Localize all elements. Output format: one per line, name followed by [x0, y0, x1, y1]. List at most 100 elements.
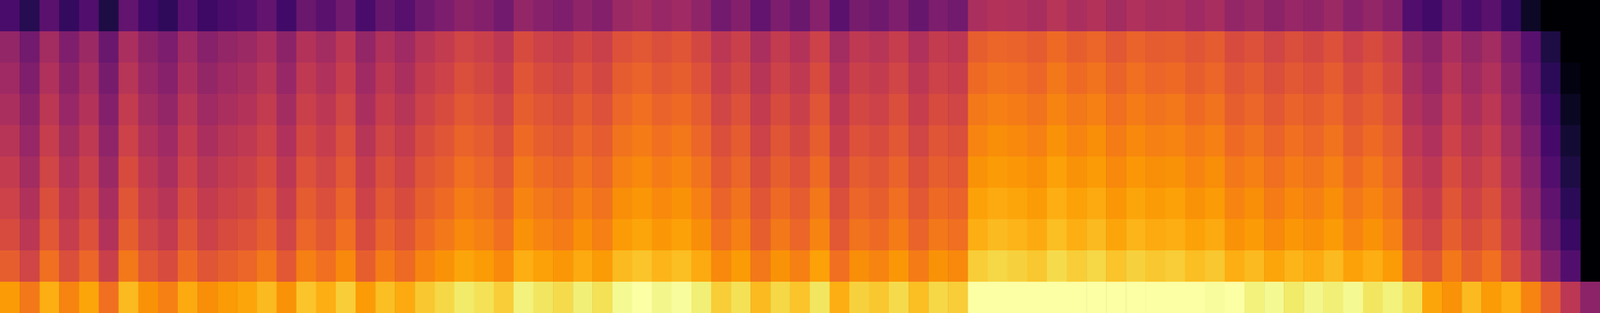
heatmap-cell: [217, 281, 238, 313]
heatmap-cell: [553, 219, 574, 252]
heatmap-cell: [947, 281, 969, 313]
heatmap-cell: [789, 125, 811, 158]
heatmap-cell: [236, 250, 258, 283]
heatmap-cell: [730, 281, 752, 313]
heatmap-cell: [493, 156, 515, 189]
heatmap-cell: [414, 62, 435, 95]
heatmap-cell: [652, 281, 673, 313]
heatmap-cell: [256, 93, 277, 127]
heatmap-cell: [1560, 0, 1582, 33]
heatmap-cell: [394, 93, 416, 127]
heatmap-cell: [1500, 0, 1522, 33]
heatmap-cell: [967, 281, 988, 313]
heatmap-cell: [928, 0, 949, 33]
heatmap-cell: [355, 281, 376, 313]
heatmap-cell: [454, 125, 476, 158]
heatmap-cell: [849, 62, 870, 95]
heatmap-cell: [1422, 31, 1443, 64]
heatmap-cell: [869, 125, 890, 158]
heatmap-cell: [1165, 281, 1187, 313]
heatmap-cell: [1580, 281, 1600, 313]
heatmap-cell: [99, 156, 120, 189]
heatmap-cell: [1066, 93, 1088, 127]
heatmap-cell: [1461, 93, 1482, 127]
heatmap-cell: [750, 125, 771, 158]
heatmap-cell: [217, 0, 238, 33]
heatmap-cell: [493, 62, 515, 95]
heatmap-cell: [1046, 281, 1068, 313]
heatmap-cell: [1422, 250, 1443, 283]
heatmap-cell: [1540, 125, 1562, 158]
heatmap-cell: [316, 219, 337, 252]
heatmap-cell: [632, 250, 653, 283]
heatmap-cell: [1106, 31, 1127, 64]
heatmap-cell: [789, 62, 811, 95]
heatmap-cell: [810, 219, 831, 252]
heatmap-cell: [493, 219, 515, 252]
heatmap-cell: [1066, 219, 1088, 252]
heatmap-cell: [1165, 187, 1187, 221]
heatmap-cell: [493, 250, 515, 283]
heatmap-cell: [118, 281, 140, 313]
heatmap-cell: [138, 0, 159, 33]
heatmap-cell: [0, 31, 21, 64]
heatmap-cell: [967, 31, 988, 64]
heatmap-cell: [0, 93, 21, 127]
heatmap-cell: [375, 125, 396, 158]
heatmap-cell: [1343, 219, 1364, 252]
heatmap-cell: [335, 219, 357, 252]
heatmap-cell: [1382, 125, 1404, 158]
heatmap-cell: [1540, 0, 1562, 33]
heatmap-cell: [888, 93, 910, 127]
heatmap-cell: [1046, 250, 1068, 283]
heatmap-cell: [513, 250, 535, 283]
heatmap-cell: [711, 93, 732, 127]
heatmap-cell: [454, 281, 476, 313]
heatmap-cell: [652, 0, 673, 33]
heatmap-cell: [1481, 62, 1502, 95]
heatmap-cell: [553, 62, 574, 95]
heatmap-cell: [1066, 281, 1088, 313]
heatmap-cell: [533, 0, 554, 33]
heatmap-cell: [1205, 0, 1226, 33]
heatmap-cell: [849, 281, 870, 313]
heatmap-cell: [711, 125, 732, 158]
heatmap-cell: [810, 281, 831, 313]
heatmap-cell: [1066, 250, 1088, 283]
heatmap-cell: [1125, 31, 1147, 64]
heatmap-cell: [1027, 219, 1048, 252]
heatmap-cell: [513, 93, 535, 127]
heatmap-cell: [99, 125, 120, 158]
heatmap-cell: [355, 250, 376, 283]
heatmap-cell: [612, 281, 633, 313]
heatmap-cell: [1303, 31, 1324, 64]
heatmap-cell: [1343, 0, 1364, 33]
heatmap-cell: [810, 125, 831, 158]
heatmap-cell: [849, 156, 870, 189]
heatmap-cell: [1500, 187, 1522, 221]
heatmap-cell: [1343, 156, 1364, 189]
heatmap-cell: [908, 31, 929, 64]
heatmap-cell: [454, 93, 476, 127]
heatmap-cell: [335, 0, 357, 33]
heatmap-cell: [375, 219, 396, 252]
heatmap-cell: [928, 62, 949, 95]
heatmap-cell: [987, 156, 1009, 189]
heatmap-cell: [39, 156, 60, 189]
heatmap-cell: [236, 62, 258, 95]
heatmap-cell: [1145, 187, 1166, 221]
heatmap-cell: [533, 31, 554, 64]
heatmap-cell: [572, 156, 594, 189]
heatmap-cell: [810, 250, 831, 283]
heatmap-cell: [1303, 0, 1324, 33]
heatmap-cell: [1303, 219, 1324, 252]
heatmap-cell: [1046, 62, 1068, 95]
heatmap-cell: [711, 62, 732, 95]
heatmap-cell: [1106, 62, 1127, 95]
heatmap-cell: [829, 125, 851, 158]
heatmap-cell: [1106, 93, 1127, 127]
heatmap-cell: [987, 187, 1009, 221]
heatmap-cell: [316, 187, 337, 221]
heatmap-cell: [1303, 93, 1324, 127]
heatmap-cell: [217, 156, 238, 189]
